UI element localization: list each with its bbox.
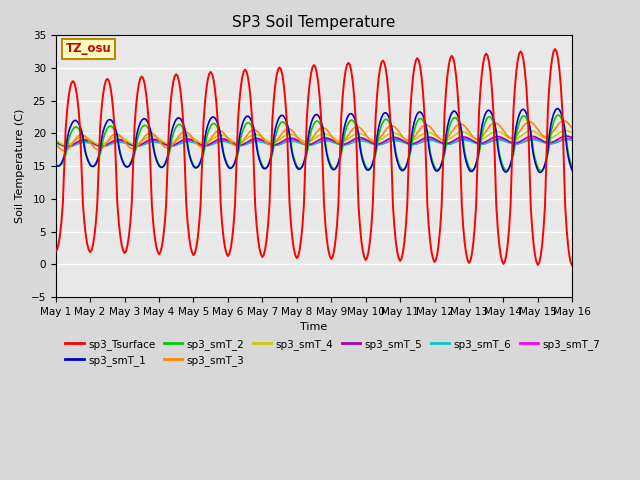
Title: SP3 Soil Temperature: SP3 Soil Temperature xyxy=(232,15,396,30)
Y-axis label: Soil Temperature (C): Soil Temperature (C) xyxy=(15,109,25,223)
Text: TZ_osu: TZ_osu xyxy=(66,42,112,55)
Legend: sp3_Tsurface, sp3_smT_1, sp3_smT_2, sp3_smT_3, sp3_smT_4, sp3_smT_5, sp3_smT_6, : sp3_Tsurface, sp3_smT_1, sp3_smT_2, sp3_… xyxy=(61,335,604,370)
X-axis label: Time: Time xyxy=(300,322,328,332)
